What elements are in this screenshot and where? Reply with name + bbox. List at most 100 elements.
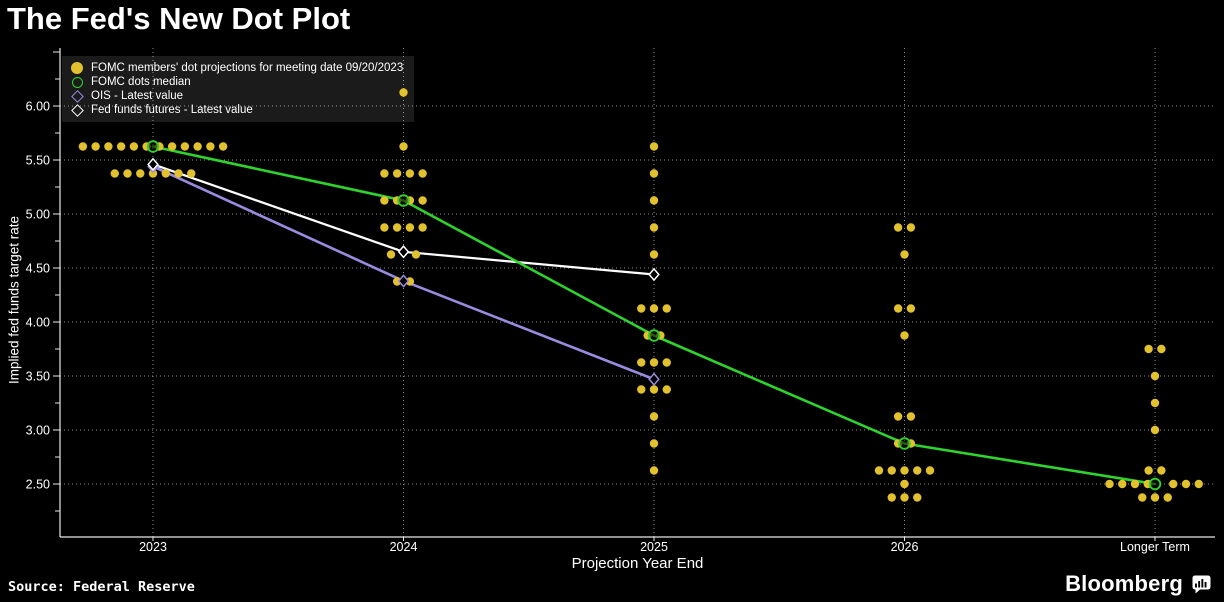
fomc-dot (206, 142, 215, 151)
legend-item-1: FOMC dots median (70, 75, 403, 89)
fomc-dot (218, 142, 228, 151)
fomc-dot (142, 142, 151, 151)
fomc-dot (1143, 479, 1152, 489)
y-axis-ticks: 2.50 3.00 3.50 4.00 4.50 5.00 5.50 6.00 (26, 51, 60, 512)
fomc-dot (1144, 466, 1153, 475)
fomc-dot (392, 169, 402, 178)
fomc-dot (180, 142, 190, 151)
fomc-dot (662, 358, 671, 367)
fomc-dot (1118, 479, 1127, 489)
fomc-dot (887, 466, 896, 475)
fomc-dot (913, 493, 922, 502)
fomc-dot (104, 142, 113, 151)
fomc-dot (906, 223, 916, 232)
fomc-dot (637, 385, 646, 394)
fomc-dot (193, 142, 202, 151)
fomc-dot (1144, 344, 1153, 354)
fomc-dot (874, 466, 884, 475)
fomc-dot (136, 169, 145, 178)
bloomberg-terminal-icon (1192, 575, 1211, 593)
fomc-dot (906, 304, 916, 313)
fomc-dot (637, 304, 646, 313)
fomc-dot (649, 250, 659, 259)
fomc-dot (174, 169, 183, 178)
fomc-dot (893, 439, 903, 448)
fomc-dot (900, 250, 909, 259)
fomc-dot (1181, 479, 1191, 489)
legend-item-label: FOMC members' dot projections for meetin… (91, 62, 404, 74)
legend-item-3: Fed funds futures - Latest value (70, 103, 403, 117)
fomc-dot (900, 493, 909, 502)
fomc-dot (91, 142, 100, 151)
svg-text:4.00: 4.00 (26, 316, 50, 330)
fomc-dot (900, 466, 909, 475)
fomc-member-dots (78, 88, 1203, 502)
open-circle-icon (71, 76, 83, 88)
fomc-dot (78, 142, 88, 151)
fomc-dot (161, 169, 170, 178)
svg-text:Longer Term: Longer Term (1120, 540, 1190, 554)
fomc-dot (418, 196, 427, 205)
open-diamond-icon (70, 89, 84, 103)
svg-text:2023: 2023 (139, 540, 167, 554)
fomc-dot (913, 466, 922, 475)
fomc-dot (187, 169, 196, 178)
fomc-dot (1105, 479, 1114, 489)
fomc-dot (649, 142, 659, 151)
svg-text:5.00: 5.00 (26, 208, 50, 222)
svg-text:2.50: 2.50 (26, 478, 50, 492)
open-diamond-icon (70, 103, 84, 117)
svg-text:2025: 2025 (640, 540, 668, 554)
fomc-dot (1150, 371, 1160, 381)
fomc-dot (399, 142, 408, 151)
fomc-dot (1194, 479, 1203, 489)
fomc-dot (405, 169, 415, 178)
fomc-dot (649, 169, 659, 178)
svg-text:2024: 2024 (390, 540, 418, 554)
fomc-dot (405, 196, 415, 205)
x-axis-ticks: 2023 2024 2025 2026 Longer Term (139, 537, 1190, 554)
fomc-dot (656, 331, 665, 340)
fomc-dot (649, 412, 659, 421)
fomc-dot (643, 331, 652, 340)
fomc-dot (906, 439, 916, 448)
legend-item-2: OIS - Latest value (70, 89, 403, 103)
fomc-dot (1169, 479, 1178, 489)
series-markers-median (146, 140, 1162, 491)
fomc-dot (637, 358, 646, 367)
fomc-dot (1150, 425, 1160, 435)
svg-text:2026: 2026 (891, 540, 919, 554)
series-line-median (151, 145, 1157, 486)
fomc-dot (418, 169, 427, 178)
fomc-dot (405, 223, 415, 232)
fomc-dot (887, 493, 896, 502)
fomc-dot (386, 250, 396, 259)
fomc-dot (380, 223, 389, 232)
fomc-dot (418, 223, 427, 232)
series-markers-ois (147, 159, 660, 386)
series-markers-futures (147, 157, 660, 282)
fomc-dot (662, 304, 671, 313)
fomc-dot (649, 358, 659, 367)
fomc-dot (155, 142, 164, 151)
fomc-dot (392, 223, 402, 232)
bloomberg-logo: Bloomberg (1065, 571, 1211, 597)
series-line-ois (151, 165, 656, 381)
fomc-dot (649, 466, 659, 475)
bloomberg-wordmark: Bloomberg (1065, 571, 1183, 596)
fomc-dot (1150, 493, 1160, 502)
fomc-dot (925, 466, 935, 475)
fomc-dot (1130, 479, 1140, 489)
series-line-futures (151, 163, 656, 276)
source-note: Source: Federal Reserve (8, 579, 195, 595)
svg-text:6.00: 6.00 (26, 100, 50, 114)
legend-item-0: FOMC members' dot projections for meetin… (70, 61, 403, 75)
fomc-dot (392, 277, 402, 286)
svg-text:5.50: 5.50 (26, 154, 50, 168)
fomc-dot (649, 304, 659, 313)
fomc-dot (900, 331, 909, 340)
fomc-dot (662, 385, 671, 394)
fomc-dot (110, 169, 119, 178)
x-axis-label: Projection Year End (571, 555, 704, 572)
fomc-dot (380, 196, 389, 205)
